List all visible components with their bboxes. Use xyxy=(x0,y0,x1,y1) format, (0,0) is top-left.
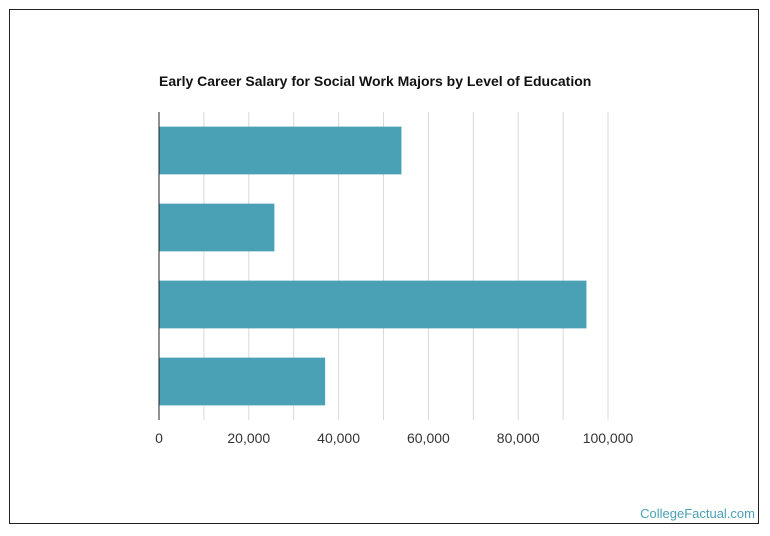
bar-4[interactable] xyxy=(159,357,326,406)
x-axis-ticks: 0 20,000 40,000 60,000 80,000 100,000 xyxy=(155,430,633,446)
bars xyxy=(159,126,587,406)
x-tick-label: 20,000 xyxy=(227,430,270,446)
x-tick-label: 60,000 xyxy=(407,430,450,446)
bar-1[interactable] xyxy=(159,126,402,175)
source-watermark[interactable]: CollegeFactual.com xyxy=(640,506,755,521)
x-tick-label: 80,000 xyxy=(497,430,540,446)
x-tick-label: 100,000 xyxy=(583,430,634,446)
bar-2[interactable] xyxy=(159,203,275,252)
bar-3[interactable] xyxy=(159,280,587,329)
x-tick-label: 0 xyxy=(155,430,163,446)
x-tick-label: 40,000 xyxy=(317,430,360,446)
chart-title: Early Career Salary for Social Work Majo… xyxy=(159,73,592,89)
